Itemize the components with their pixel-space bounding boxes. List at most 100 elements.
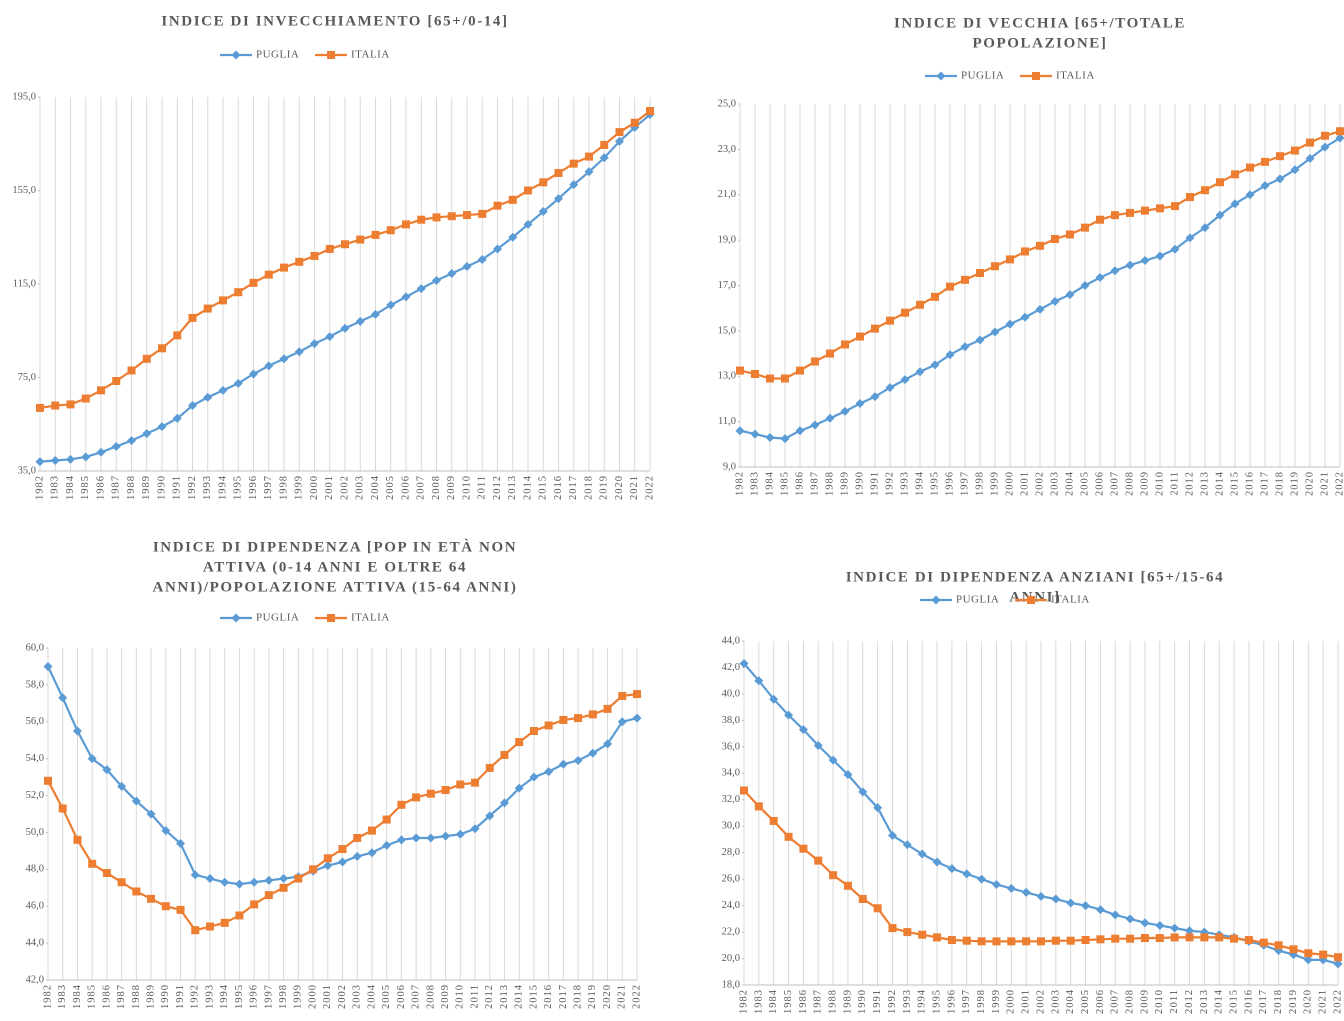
data-point <box>1140 918 1150 928</box>
x-tick-label: 2017 <box>1259 471 1270 496</box>
data-point <box>584 167 594 177</box>
data-point <box>916 300 924 309</box>
x-tick-label: 2019 <box>1289 471 1300 496</box>
data-point <box>264 361 274 371</box>
data-point <box>784 710 794 720</box>
x-tick-label: 2001 <box>1019 471 1030 496</box>
data-point <box>455 829 465 839</box>
legend-label: ITALIA <box>351 612 390 624</box>
data-point <box>795 426 805 436</box>
chart-title: ATTIVA (0-14 ANNI E OLTRE 64 <box>203 559 467 575</box>
x-tick-label: 2011 <box>1169 989 1180 1014</box>
data-point <box>855 398 865 408</box>
data-point <box>447 212 456 221</box>
data-point <box>841 340 849 349</box>
y-tick-label: 15,0 <box>718 325 736 336</box>
data-point <box>117 878 126 887</box>
y-tick-label: 22,0 <box>722 926 740 937</box>
x-tick-label: 1992 <box>190 984 201 1009</box>
data-point <box>1320 142 1330 152</box>
x-tick-label: 1993 <box>204 984 215 1009</box>
data-point <box>1275 174 1285 184</box>
x-tick-label: 2011 <box>477 475 488 500</box>
data-point <box>765 433 775 443</box>
data-point <box>840 406 850 416</box>
data-point <box>219 296 227 305</box>
data-point <box>766 374 774 383</box>
data-point <box>338 857 347 867</box>
x-tick-label: 2018 <box>1273 989 1284 1014</box>
data-point <box>600 140 609 149</box>
data-point <box>603 704 612 713</box>
data-point <box>901 308 909 317</box>
data-point <box>188 313 197 322</box>
data-point <box>754 802 763 811</box>
data-point <box>338 845 347 854</box>
data-point <box>736 366 744 375</box>
data-point <box>1336 127 1344 136</box>
data-point <box>933 933 942 942</box>
data-point <box>205 922 214 931</box>
x-tick-label: 1983 <box>749 471 760 496</box>
data-point <box>588 710 597 719</box>
data-point <box>784 832 793 841</box>
x-tick-label: 1998 <box>278 475 289 500</box>
data-point <box>310 339 319 349</box>
chart-title: INDICE DI INVECCHIAMENTO [65+/0-14] <box>161 13 508 29</box>
data-point <box>870 392 880 402</box>
legend-marker <box>327 51 335 59</box>
x-tick-label: 1986 <box>794 471 805 496</box>
data-point <box>873 904 882 913</box>
data-point <box>903 928 912 937</box>
x-tick-label: 1993 <box>899 471 910 496</box>
data-point <box>569 159 578 168</box>
data-point <box>66 454 75 464</box>
x-tick-label: 2018 <box>573 984 584 1009</box>
data-point <box>1289 945 1298 954</box>
data-point <box>1304 949 1313 958</box>
data-point <box>858 787 868 797</box>
x-tick-label: 2007 <box>1109 471 1120 496</box>
x-tick-label: 2007 <box>416 475 427 500</box>
data-point <box>900 375 910 385</box>
x-tick-label: 2009 <box>440 984 451 1009</box>
data-point <box>544 767 554 777</box>
x-tick-label: 2017 <box>1258 989 1269 1014</box>
data-point <box>463 211 471 220</box>
x-tick-label: 1999 <box>294 475 305 500</box>
data-point <box>1185 926 1194 936</box>
data-point <box>947 864 957 874</box>
data-point <box>250 900 259 909</box>
data-point <box>132 887 141 896</box>
data-point <box>131 796 141 806</box>
x-tick-label: 1984 <box>72 984 83 1009</box>
y-tick-label: 42,0 <box>26 974 44 985</box>
x-tick-label: 2018 <box>1274 471 1285 496</box>
data-point <box>828 755 838 765</box>
x-tick-label: 1998 <box>974 471 985 496</box>
x-tick-label: 1985 <box>779 471 790 496</box>
data-point <box>554 194 563 204</box>
data-point <box>478 209 487 218</box>
legend-label: PUGLIA <box>956 594 999 606</box>
x-tick-label: 1992 <box>187 475 198 500</box>
data-point <box>1051 936 1060 945</box>
data-point <box>1171 202 1179 211</box>
data-point <box>367 848 377 858</box>
legend-label: PUGLIA <box>961 70 1004 82</box>
legend-label: ITALIA <box>1051 594 1090 606</box>
data-point <box>1305 153 1315 163</box>
data-point <box>751 369 759 378</box>
data-point <box>234 879 244 889</box>
data-point <box>264 270 273 279</box>
data-point <box>191 926 200 935</box>
data-point <box>441 831 451 841</box>
data-point <box>264 891 273 900</box>
data-point <box>735 426 745 436</box>
x-tick-label: 2020 <box>1304 471 1315 496</box>
x-tick-label: 1988 <box>824 471 835 496</box>
data-point <box>310 251 319 260</box>
data-point <box>111 441 121 451</box>
data-point <box>1231 170 1239 179</box>
